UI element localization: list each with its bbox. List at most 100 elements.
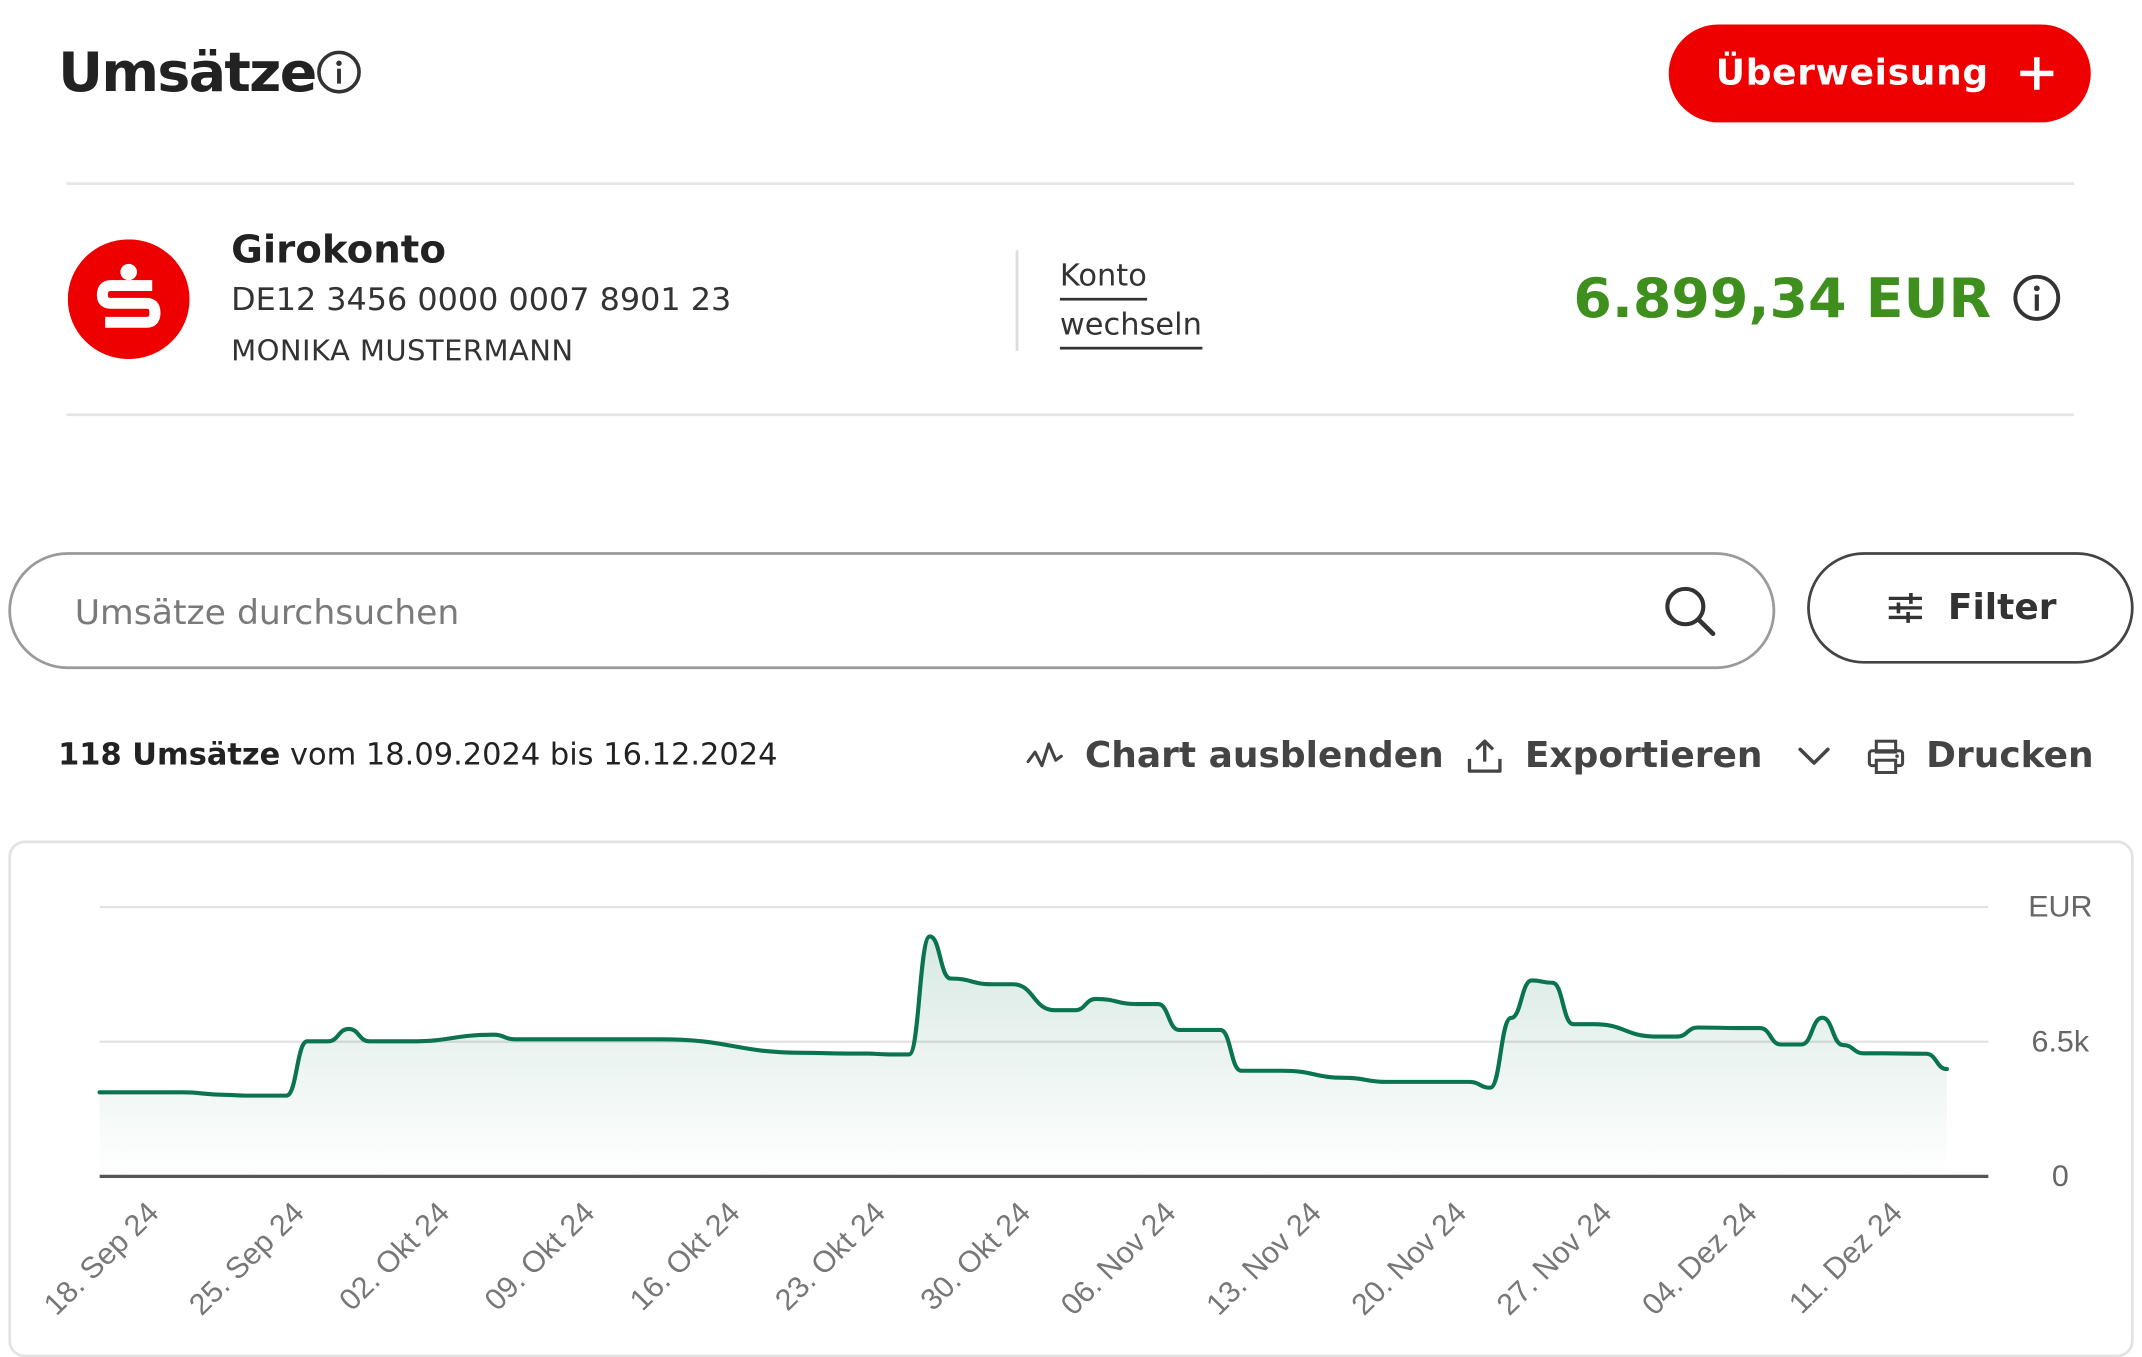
sparkasse-logo-icon (67, 239, 190, 360)
chart-data-point[interactable] (1090, 993, 1101, 1004)
chart-data-point[interactable] (1775, 1039, 1786, 1050)
chart-data-point[interactable] (405, 1036, 416, 1047)
chart-data-point[interactable] (841, 1048, 852, 1059)
chart-y-tick-label: 6.5k (2032, 1026, 2090, 1059)
chart-data-point[interactable] (1339, 1072, 1350, 1083)
chart-area-fill (99, 936, 1947, 1177)
chart-data-point[interactable] (924, 931, 935, 942)
account-holder: MONIKA MUSTERMANN (231, 334, 574, 368)
chart-data-point[interactable] (1007, 979, 1018, 990)
account-name: Girokonto (231, 227, 446, 272)
chart-data-point[interactable] (302, 1036, 313, 1047)
chart-data-point[interactable] (1049, 1005, 1060, 1016)
chart-data-point[interactable] (1070, 1005, 1081, 1016)
chart-data-point[interactable] (1526, 975, 1537, 986)
chart-data-point[interactable] (509, 1034, 520, 1045)
print-label: Drucken (1926, 735, 2094, 777)
search-input[interactable] (71, 554, 1600, 670)
chart-data-point[interactable] (1692, 1022, 1703, 1033)
transactions-summary: 118 Umsätze vom 18.09.2024 bis 16.12.202… (58, 734, 777, 778)
transactions-count: 118 Umsätze (58, 738, 281, 773)
chart-data-point[interactable] (654, 1034, 665, 1045)
chart-data-point[interactable] (1277, 1065, 1288, 1076)
info-icon[interactable] (315, 49, 362, 95)
chart-data-point[interactable] (1734, 1023, 1745, 1034)
chart-data-point[interactable] (1588, 1019, 1599, 1030)
chart-data-point[interactable] (281, 1090, 292, 1101)
chart-data-point[interactable] (1651, 1031, 1662, 1042)
chart-x-tick-label: 27. Nov 24 (1491, 1196, 1619, 1321)
chart-x-tick-label: 30. Okt 24 (914, 1196, 1037, 1317)
filter-button[interactable]: Filter (1807, 552, 2134, 664)
chart-data-point[interactable] (1505, 1013, 1516, 1024)
chart-data-point[interactable] (1132, 999, 1143, 1010)
balance-info-icon[interactable] (2012, 273, 2062, 322)
chart-data-point[interactable] (1817, 1012, 1828, 1023)
chart-data-point[interactable] (1755, 1023, 1766, 1034)
transfer-button-label: Überweisung (1715, 53, 1989, 94)
chart-data-point[interactable] (1173, 1024, 1184, 1035)
chart-y-tick-label: 0 (2052, 1160, 2069, 1193)
transactions-range: vom 18.09.2024 bis 16.12.2024 (280, 738, 778, 773)
chart-data-point[interactable] (1381, 1076, 1392, 1087)
chart-data-point[interactable] (1153, 999, 1164, 1010)
chart-x-tick-label: 11. Dez 24 (1783, 1196, 1909, 1320)
chart-x-tick-label: 13. Nov 24 (1200, 1196, 1328, 1321)
filter-button-label: Filter (1947, 587, 2057, 629)
chart-data-point[interactable] (1838, 1040, 1849, 1051)
chart-data-point[interactable] (239, 1090, 250, 1101)
chart-data-point[interactable] (1921, 1048, 1932, 1059)
hide-chart-label: Chart ausblenden (1084, 735, 1444, 777)
chart-x-tick-label: 16. Okt 24 (624, 1196, 747, 1317)
chart-data-point[interactable] (883, 1049, 894, 1060)
chart-data-point[interactable] (1796, 1039, 1807, 1050)
transfer-button[interactable]: Überweisung (1668, 24, 2091, 123)
chart-data-point[interactable] (219, 1089, 230, 1100)
plus-icon (2020, 57, 2054, 90)
chart-x-tick-label: 20. Nov 24 (1345, 1196, 1473, 1321)
chart-data-point[interactable] (1215, 1024, 1226, 1035)
chart-series-line (97, 934, 1949, 1098)
chart-data-point[interactable] (177, 1087, 188, 1098)
search-icon[interactable] (1660, 582, 1721, 642)
chevron-down-icon (1798, 747, 1830, 765)
chart-data-point[interactable] (1485, 1082, 1496, 1093)
account-iban: DE12 3456 0000 0007 8901 23 (231, 282, 732, 319)
switch-account-link[interactable]: Konto wechseln (1059, 253, 1202, 351)
chart-data-point[interactable] (904, 1049, 915, 1060)
chart-data-point[interactable] (94, 1087, 105, 1098)
chart-data-point[interactable] (1464, 1076, 1475, 1087)
chart-data-point[interactable] (800, 1047, 811, 1058)
divider (66, 182, 2075, 185)
export-label: Exportieren (1524, 735, 1763, 777)
export-button[interactable]: Exportieren (1464, 726, 1835, 786)
chart-data-point[interactable] (945, 973, 956, 984)
chart-data-point[interactable] (322, 1036, 333, 1047)
hide-chart-button[interactable]: Chart ausblenden (1024, 726, 1444, 786)
chart-data-point[interactable] (488, 1029, 499, 1040)
account-balance: 6.899,34 EUR (1573, 267, 1992, 331)
print-button[interactable]: Drucken (1865, 726, 2094, 786)
chart-data-point[interactable] (634, 1034, 645, 1045)
chart-data-point[interactable] (862, 1048, 873, 1059)
page-title: Umsätze (58, 42, 317, 105)
chart-data-point[interactable] (1568, 1019, 1579, 1030)
chart-data-point[interactable] (1672, 1031, 1683, 1042)
chart-data-point[interactable] (1547, 977, 1558, 988)
chart-line-icon (1026, 742, 1063, 768)
chart-data-point[interactable] (385, 1036, 396, 1047)
chart-data-point[interactable] (343, 1024, 354, 1035)
chart-data-point[interactable] (1941, 1064, 1952, 1075)
vertical-divider (1015, 250, 1019, 351)
chart-data-point[interactable] (530, 1034, 541, 1045)
printer-icon (1867, 739, 1905, 774)
divider (66, 413, 2075, 417)
chart-x-tick-label: 25. Sep 24 (183, 1196, 311, 1321)
upload-icon (1467, 739, 1502, 773)
chart-data-point[interactable] (1236, 1065, 1247, 1076)
chart-data-point[interactable] (1858, 1048, 1869, 1059)
chart-data-point[interactable] (987, 979, 998, 990)
chart-data-point[interactable] (364, 1036, 375, 1047)
chart-data-point[interactable] (1879, 1048, 1890, 1059)
